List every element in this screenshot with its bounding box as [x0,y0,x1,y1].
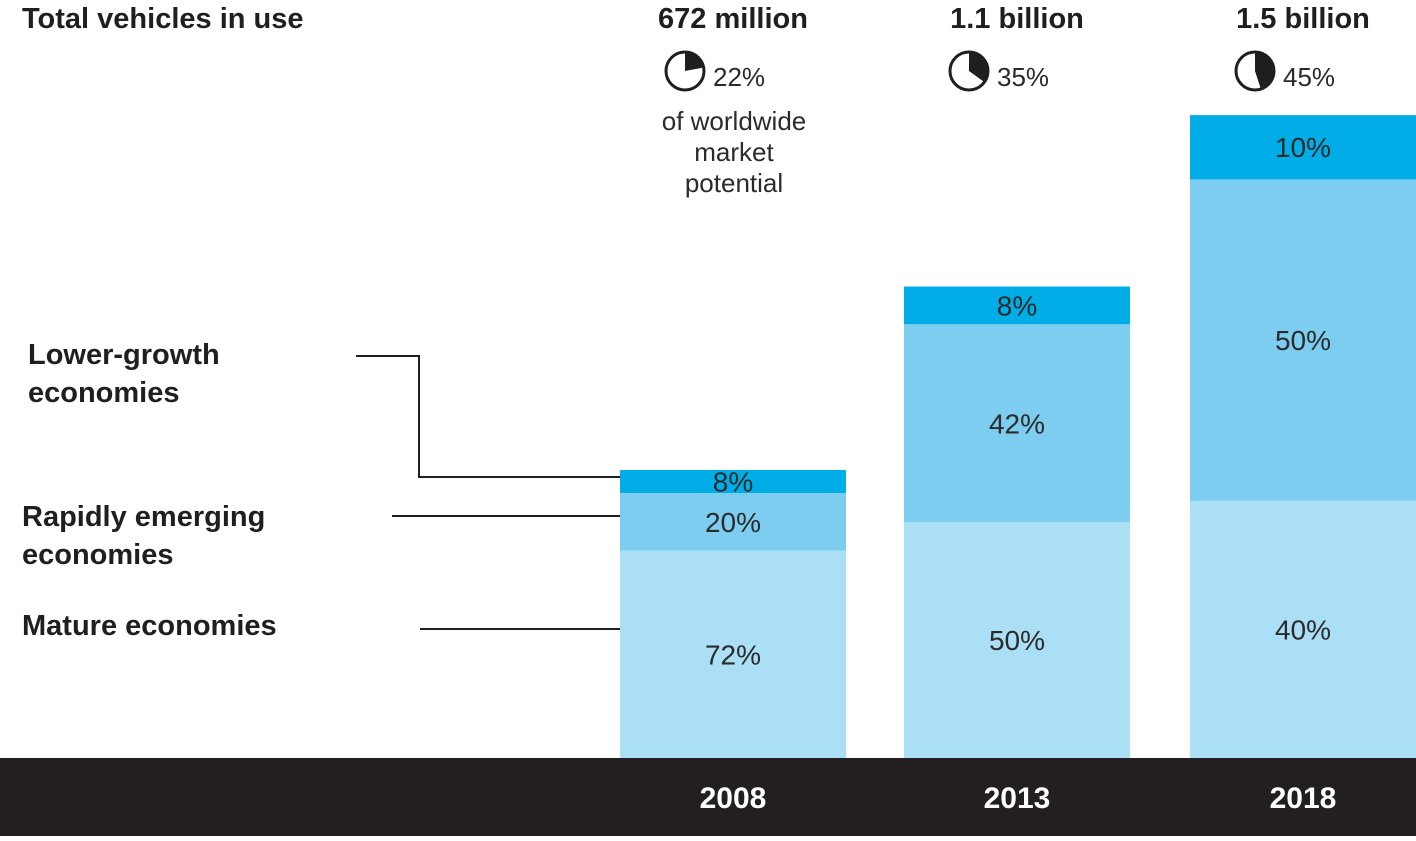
segment-label-rapidly-emerging-economies-2013: 42% [989,408,1045,439]
chart-title: Total vehicles in use [22,3,304,35]
segment-label-mature-economies-2008: 72% [705,639,761,670]
bar-segment-mature-economies-2008 [620,550,846,758]
bar-segment-lower-growth-economies-2018 [1190,115,1416,180]
segment-labels-group: 72% 20% 8% 50% 42% 8% 40% 50% 10% [705,132,1331,670]
market-share-pie-icon-2018 [1234,50,1276,92]
bar-headers-group: 672 million 22% 1.1 billion 35% 1.5 billion 4… [658,3,1370,92]
leader-line-lower-growth [356,355,620,478]
total-vehicles-2018: 1.5 billion [1236,3,1370,35]
segment-label-rapidly-emerging-economies-2008: 20% [705,507,761,538]
bar-segment-lower-growth-economies-2013 [904,286,1130,325]
caption-line-2: market [694,137,774,167]
legend-label-lower-growth-1: Lower-growth [28,339,220,371]
total-vehicles-2013: 1.1 billion [950,3,1084,35]
leader-lines [356,355,620,630]
x-tick-label-2018: 2018 [1270,782,1337,815]
market-share-pie-icon-2013 [948,50,990,92]
axis-band [0,758,1416,836]
bars-group [620,115,1416,758]
market-share-label-2013: 35% [997,62,1049,92]
segment-label-lower-growth-economies-2018: 10% [1275,132,1331,163]
segment-label-rapidly-emerging-economies-2018: 50% [1275,325,1331,356]
market-share-label-2018: 45% [1283,62,1335,92]
market-share-pie-icon-2008 [664,50,706,92]
segment-label-mature-economies-2018: 40% [1275,614,1331,645]
x-tick-label-2008: 2008 [700,782,767,815]
bar-segment-mature-economies-2018 [1190,500,1416,758]
market-potential-caption: of worldwide market potential [662,106,807,198]
segment-label-mature-economies-2013: 50% [989,625,1045,656]
market-share-label-2008: 22% [713,62,765,92]
segment-label-lower-growth-economies-2008: 8% [713,467,753,498]
legend-label-mature: Mature economies [22,610,277,642]
caption-line-1: of worldwide [662,106,807,136]
legend-label-rapidly-emerging-2: economies [22,539,174,571]
legend: Lower-growth economies Rapidly emerging … [22,339,277,642]
legend-label-lower-growth-2: economies [28,377,180,409]
caption-line-3: potential [685,168,783,198]
total-vehicles-2008: 672 million [658,3,808,35]
bar-segment-rapidly-emerging-economies-2018 [1190,179,1416,501]
x-axis-ticks: 2008 2013 2018 [700,782,1337,815]
bar-segment-rapidly-emerging-economies-2013 [904,324,1130,523]
bar-segment-rapidly-emerging-economies-2008 [620,493,846,551]
x-tick-label-2013: 2013 [984,782,1051,815]
segment-label-lower-growth-economies-2013: 8% [997,290,1037,321]
bar-segment-lower-growth-economies-2008 [620,469,846,494]
bar-segment-mature-economies-2013 [904,522,1130,758]
legend-label-rapidly-emerging-1: Rapidly emerging [22,501,265,533]
